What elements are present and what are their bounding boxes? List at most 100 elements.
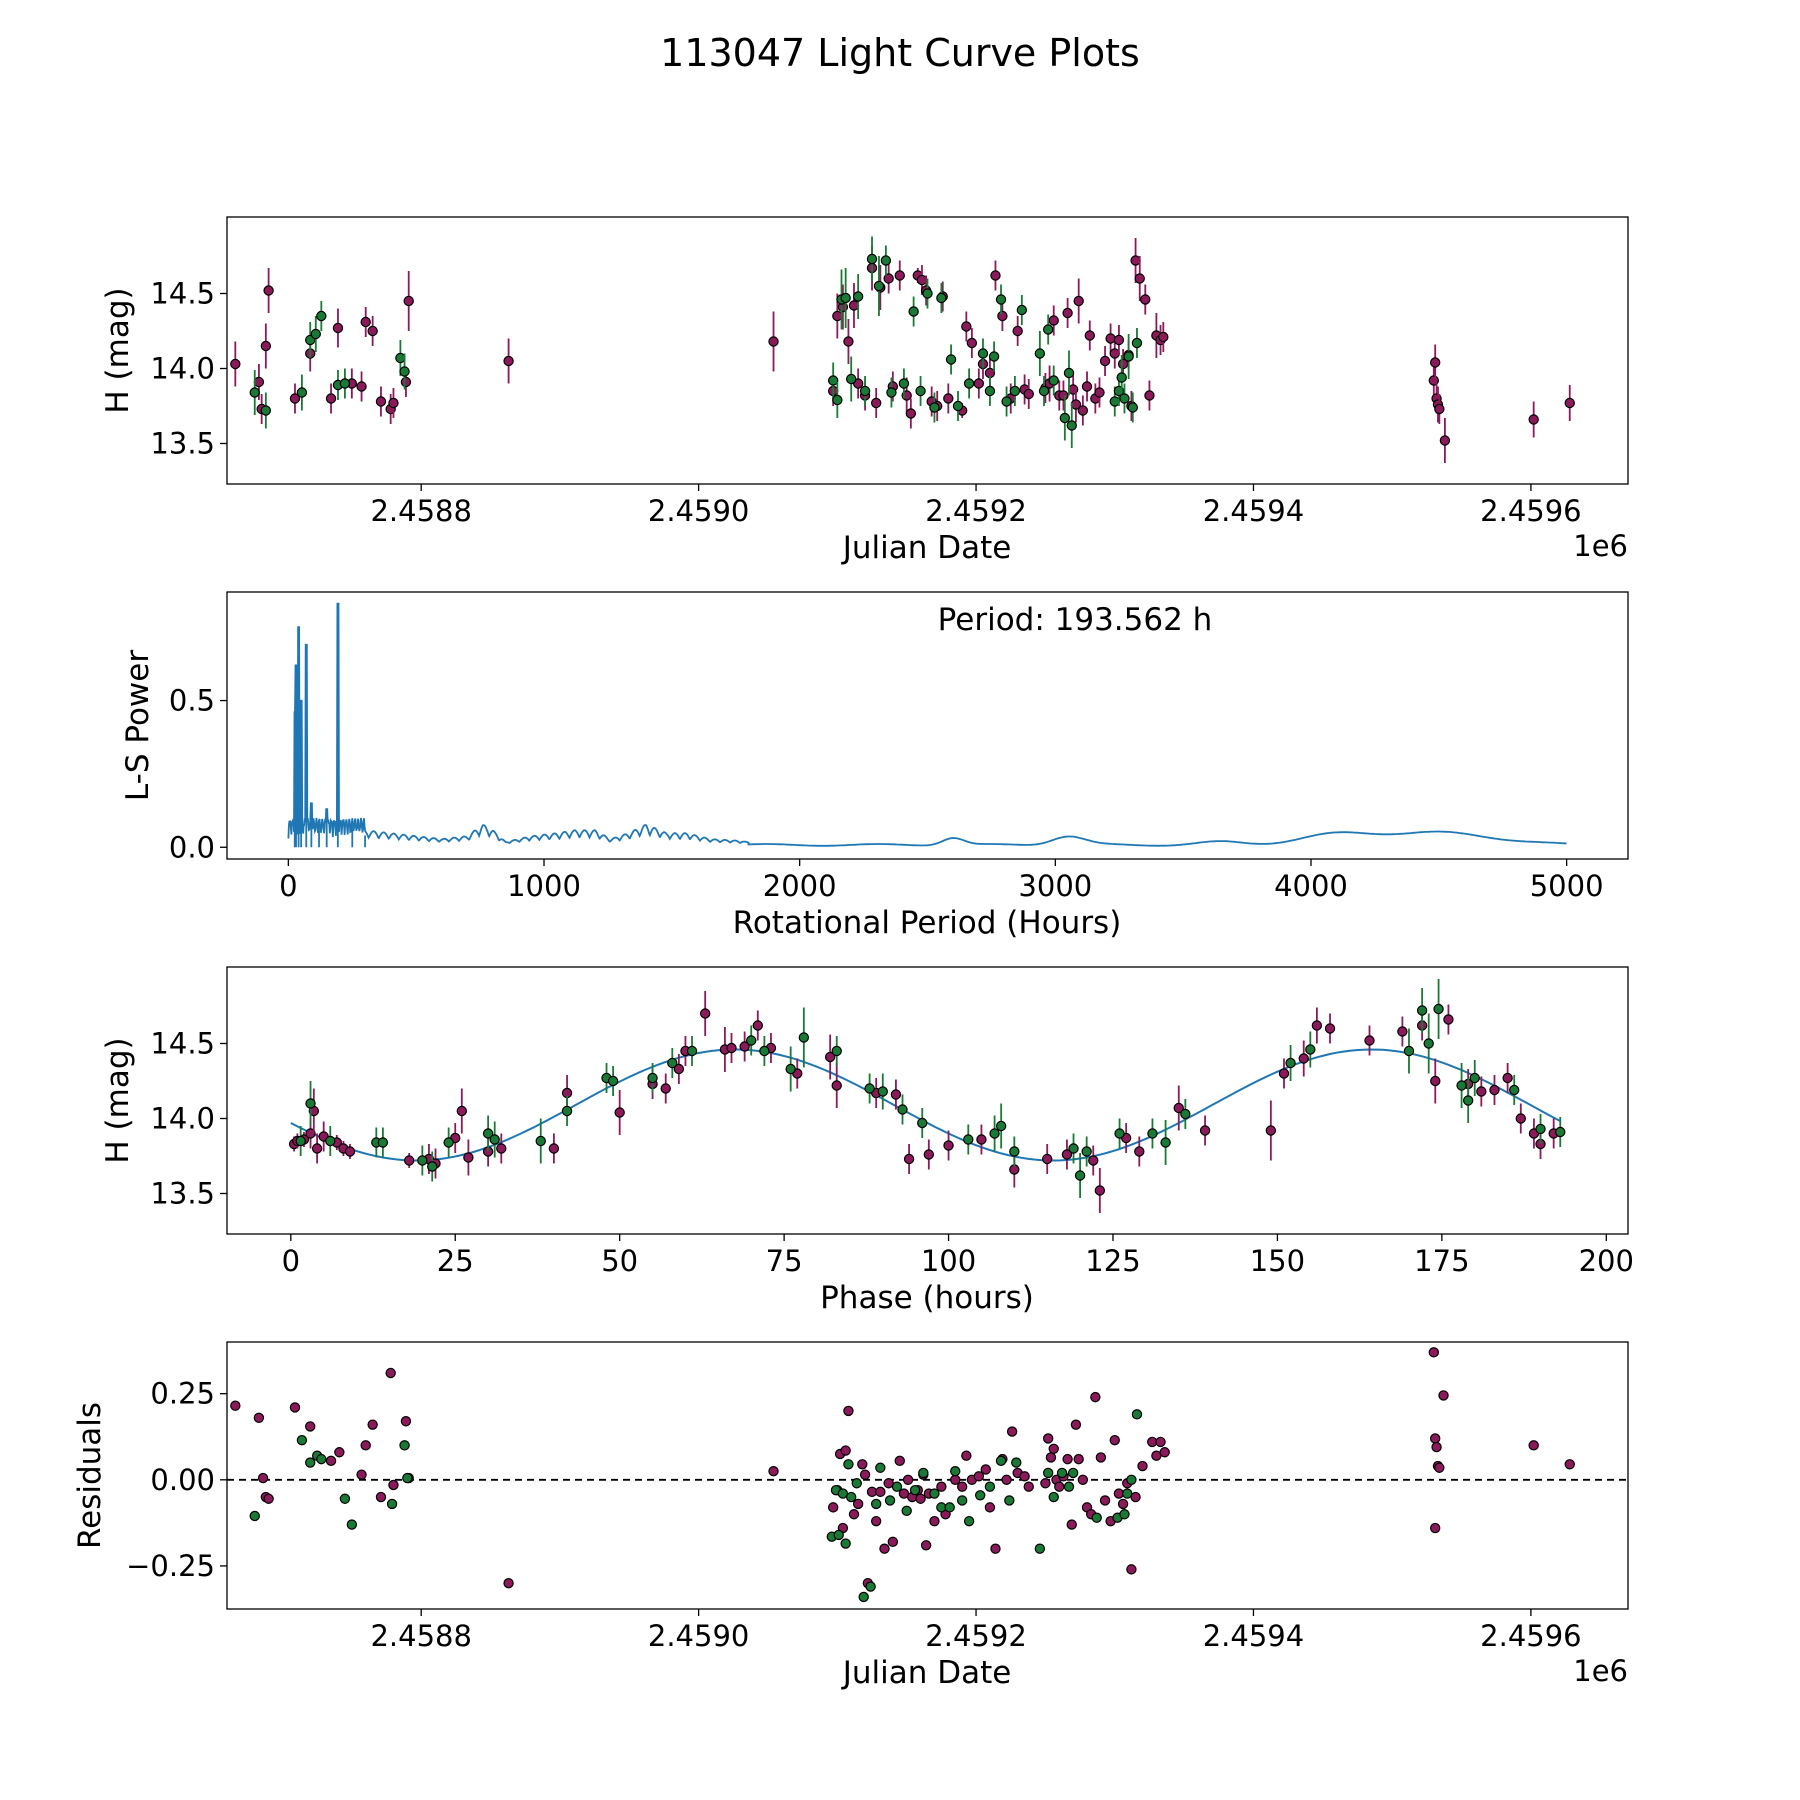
y-tick-label: 13.5: [150, 1177, 215, 1211]
periodogram-plot-area: [287, 602, 1567, 848]
data-point-filter-a: [1058, 390, 1069, 401]
data-point-filter-a: [831, 1080, 842, 1091]
data-point-filter-a: [263, 1493, 274, 1504]
data-point-filter-a: [1001, 1474, 1012, 1486]
data-point-filter-b: [1116, 372, 1127, 383]
data-point-filter-b: [1063, 367, 1075, 379]
data-point-filter-a: [1105, 333, 1116, 344]
lightcurve-panel: 2.4588 2.4590 2.4592 2.4594 2.4596 13.5 14.0 14…: [100, 216, 1629, 566]
data-point-filter-b: [851, 1478, 862, 1489]
data-point-filter-b: [346, 1519, 358, 1530]
data-point-filter-b: [417, 1155, 428, 1166]
data-point-filter-a: [857, 1459, 868, 1470]
data-point-filter-a: [257, 1472, 269, 1484]
data-point-filter-a: [388, 397, 399, 409]
periodogram-ylabel: L-S Power: [120, 650, 156, 801]
data-point-filter-a: [923, 1149, 935, 1160]
data-point-filter-b: [963, 378, 975, 389]
data-point-filter-b: [339, 378, 351, 389]
data-point-filter-a: [503, 1577, 514, 1589]
data-point-filter-b: [988, 351, 1000, 362]
residuals-plot-area: [227, 1347, 1628, 1603]
data-point-filter-a: [385, 1367, 396, 1379]
period-annotation: Period: 193.562 h: [938, 602, 1213, 638]
x-tick-label: 2.4596: [1480, 494, 1581, 528]
data-point-filter-b: [846, 1491, 857, 1503]
data-point-filter-b: [840, 1538, 851, 1549]
data-point-filter-a: [1515, 1113, 1526, 1124]
data-point-filter-a: [503, 355, 514, 367]
x-tick-label: 2.4596: [1480, 1619, 1581, 1653]
x-tick-label: 2000: [763, 869, 837, 903]
data-point-filter-a: [1439, 435, 1451, 446]
data-point-filter-b: [864, 1083, 875, 1094]
data-point-filter-a: [1134, 273, 1145, 284]
data-point-filter-b: [1038, 385, 1050, 397]
x-tick-label: 2.4594: [1203, 1619, 1304, 1653]
data-point-filter-a: [966, 337, 978, 349]
data-point-filter-a: [344, 1146, 356, 1157]
y-tick-label: −0.25: [126, 1549, 215, 1583]
data-point-filter-b: [865, 1581, 876, 1592]
data-point-filter-a: [1528, 414, 1539, 425]
data-point-filter-a: [1429, 357, 1441, 368]
x-tick-label: 175: [1414, 1244, 1469, 1278]
data-point-filter-b: [785, 1063, 796, 1075]
data-point-filter-a: [230, 358, 241, 370]
data-point-filter-b: [686, 1045, 698, 1057]
data-point-filter-b: [901, 1505, 912, 1517]
data-point-filter-b: [859, 385, 871, 397]
data-point-filter-a: [973, 1471, 985, 1482]
data-point-filter-b: [1126, 1474, 1137, 1486]
data-point-filter-a: [852, 1498, 864, 1510]
data-point-filter-a: [305, 1128, 316, 1139]
data-point-filter-b: [316, 310, 327, 322]
data-point-filter-a: [325, 1455, 337, 1467]
periodogram-ticks: 0 1000 2000 3000 4000 5000 0.0 0.5: [169, 684, 1604, 903]
phased-ticks: 0 25 50 75 100 125 150 175 200 13.5 14.0 14.5: [150, 1027, 1634, 1279]
data-point-filter-a: [1298, 1053, 1309, 1064]
data-point-filter-a: [905, 408, 917, 419]
data-point-filter-b: [377, 1137, 389, 1148]
data-point-filter-a: [902, 1474, 914, 1486]
data-point-filter-b: [922, 288, 933, 299]
x-tick-label: 2.4592: [925, 1619, 1026, 1653]
data-point-filter-a: [1434, 1462, 1445, 1473]
data-point-filter-b: [827, 375, 839, 386]
data-point-filter-b: [995, 1120, 1007, 1132]
data-point-filter-a: [1502, 1072, 1513, 1084]
data-point-filter-a: [356, 1469, 367, 1480]
data-point-filter-a: [1054, 1481, 1065, 1492]
data-point-filter-a: [1429, 1522, 1441, 1534]
data-point-filter-a: [879, 1543, 890, 1554]
data-point-filter-b: [1416, 1005, 1428, 1016]
data-point-filter-a: [883, 273, 894, 284]
data-point-filter-b: [1059, 412, 1071, 424]
data-point-filter-b: [909, 1484, 921, 1496]
residuals-offset-label: 1e6: [1573, 1654, 1628, 1688]
phased-ylabel: H (mag): [100, 1037, 136, 1163]
data-point-filter-b: [1011, 1457, 1022, 1468]
data-point-filter-a: [961, 1450, 972, 1461]
data-point-filter-b: [489, 1134, 500, 1145]
y-tick-label: 0.5: [169, 684, 215, 718]
power-spectrum-line: [287, 602, 1567, 847]
data-point-filter-a: [1434, 403, 1445, 415]
data-point-filter-b: [831, 1045, 842, 1057]
data-point-filter-a: [400, 376, 412, 388]
x-tick-label: 0: [282, 1244, 300, 1278]
data-point-filter-a: [1443, 1014, 1454, 1025]
data-point-filter-b: [833, 1529, 844, 1541]
lightcurve-xlabel: Julian Date: [841, 530, 1012, 566]
data-point-filter-a: [890, 1089, 902, 1100]
data-point-filter-b: [1555, 1126, 1566, 1138]
data-point-filter-a: [325, 393, 337, 404]
data-point-filter-a: [388, 1479, 399, 1491]
data-point-filter-a: [875, 1486, 886, 1498]
data-point-filter-b: [832, 394, 843, 406]
data-point-filter-a: [660, 1083, 671, 1094]
data-point-filter-b: [866, 253, 878, 265]
data-point-filter-b: [1403, 1045, 1415, 1057]
data-point-filter-a: [1428, 1347, 1440, 1358]
